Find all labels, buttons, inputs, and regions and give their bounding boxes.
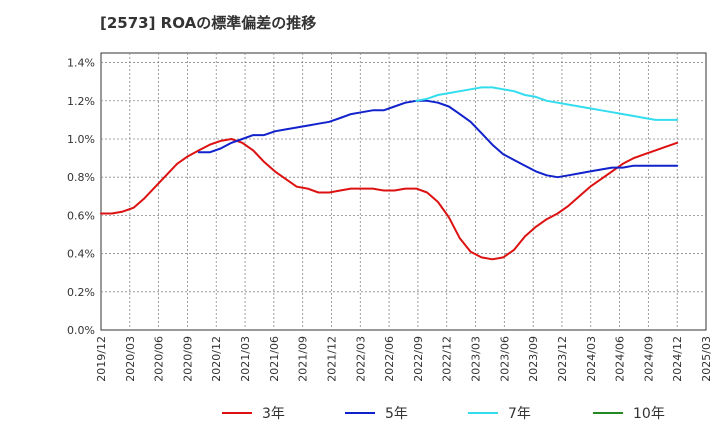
- x-tick-label: 2022/03: [354, 336, 367, 382]
- legend: 3年 5年 7年 10年: [222, 406, 665, 422]
- x-tick-label: 2021/03: [239, 336, 252, 382]
- plot-background: [100, 52, 707, 331]
- x-tick-label: 2022/06: [383, 336, 396, 382]
- x-tick-label: 2021/06: [268, 336, 281, 382]
- x-tick-label: 2024/06: [614, 336, 627, 382]
- series-line-3年: [100, 138, 679, 261]
- y-tick-label: 0.8%: [67, 171, 95, 184]
- legend-label-7年: 7年: [508, 406, 531, 422]
- x-tick-label: 2022/09: [412, 336, 425, 382]
- x-tick-label: 2022/12: [441, 336, 454, 382]
- x-tick-label: 2020/09: [181, 336, 194, 382]
- x-tick-label: 2023/06: [498, 336, 511, 382]
- series-line-7年: [415, 86, 679, 121]
- x-tick-label: 2023/09: [527, 336, 540, 382]
- x-tick-label: 2020/03: [124, 336, 137, 382]
- x-tick-label: 2024/09: [642, 336, 655, 382]
- y-tick-label: 1.0%: [67, 133, 95, 146]
- y-axis-ticks: 0.0% 0.2% 0.4% 0.6% 0.8% 1.0% 1.2% 1.4%: [67, 57, 95, 337]
- series-line-5年: [197, 99, 679, 179]
- legend-label-10年: 10年: [633, 406, 665, 422]
- chart-title: [2573] ROAの標準偏差の推移: [100, 14, 317, 32]
- legend-label-5年: 5年: [385, 406, 408, 422]
- y-tick-label: 0.2%: [67, 286, 95, 299]
- y-tick-label: 1.4%: [67, 57, 95, 70]
- x-tick-label: 2019/12: [95, 336, 108, 382]
- x-tick-label: 2020/06: [153, 336, 166, 382]
- y-tick-label: 1.2%: [67, 95, 95, 108]
- x-axis-ticks: 2019/12 2020/03 2020/06 2020/09 2020/12 2021/…: [95, 336, 713, 382]
- x-tick-label: 2021/12: [325, 336, 338, 382]
- y-tick-label: 0.0%: [67, 324, 95, 337]
- y-tick-label: 0.4%: [67, 248, 95, 261]
- x-tick-label: 2024/12: [671, 336, 684, 382]
- y-tick-label: 0.6%: [67, 209, 95, 222]
- series-lines: [100, 86, 679, 261]
- x-tick-label: 2020/12: [210, 336, 223, 382]
- x-tick-label: 2024/03: [585, 336, 598, 382]
- legend-label-3年: 3年: [262, 406, 285, 422]
- plot-frame: [100, 52, 707, 331]
- x-tick-label: 2023/12: [556, 336, 569, 382]
- x-tick-label: 2023/03: [470, 336, 483, 382]
- x-tick-label: 2025/03: [700, 336, 713, 382]
- x-tick-label: 2021/09: [297, 336, 310, 382]
